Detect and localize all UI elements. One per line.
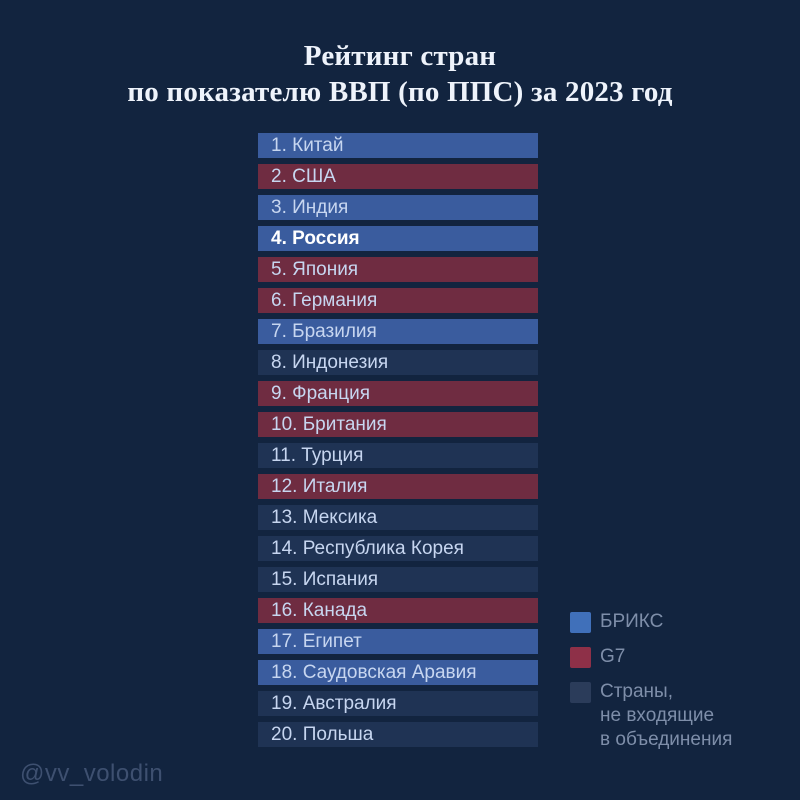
legend-swatch-icon [570,612,591,633]
legend-label: G7 [600,646,626,667]
watermark: @vv_volodin [20,760,164,787]
legend-label: БРИКС [600,611,664,632]
page-title-line2: по показателю ВВП (по ППС) за 2023 год [127,76,673,108]
ranking-list: 1. Китай 2. США 3. Индия 4. Россия 5. Япония… [258,133,538,753]
ranking-bar: 5. Япония [258,257,538,282]
ranking-bar: 11. Турция [258,443,538,468]
legend: БРИКС G7 Страны, не входящие в объединения [570,610,795,763]
ranking-bar: 20. Польша [258,722,538,747]
ranking-bar: 8. Индонезия [258,350,538,375]
page-title: Рейтинг стран по показателю ВВП (по ППС)… [0,38,800,110]
ranking-bar: 9. Франция [258,381,538,406]
ranking-bar: 7. Бразилия [258,319,538,344]
ranking-bar: 15. Испания [258,567,538,592]
ranking-bar: 16. Канада [258,598,538,623]
ranking-bar: 4. Россия [258,226,538,251]
legend-item: Страны, не входящие в объединения [570,680,795,752]
ranking-bar: 18. Саудовская Аравия [258,660,538,685]
ranking-bar: 10. Британия [258,412,538,437]
ranking-bar: 3. Индия [258,195,538,220]
ranking-bar: 13. Мексика [258,505,538,530]
page-title-line1: Рейтинг стран [303,40,497,72]
legend-item: БРИКС [570,610,795,634]
ranking-bar: 14. Республика Корея [258,536,538,561]
ranking-bar: 2. США [258,164,538,189]
ranking-bar: 19. Австралия [258,691,538,716]
legend-item: G7 [570,645,795,669]
ranking-bar: 6. Германия [258,288,538,313]
legend-swatch-icon [570,647,591,668]
legend-swatch-icon [570,682,591,703]
legend-label: Страны, не входящие в объединения [600,681,733,750]
ranking-bar: 1. Китай [258,133,538,158]
ranking-bar: 17. Египет [258,629,538,654]
ranking-bar: 12. Италия [258,474,538,499]
